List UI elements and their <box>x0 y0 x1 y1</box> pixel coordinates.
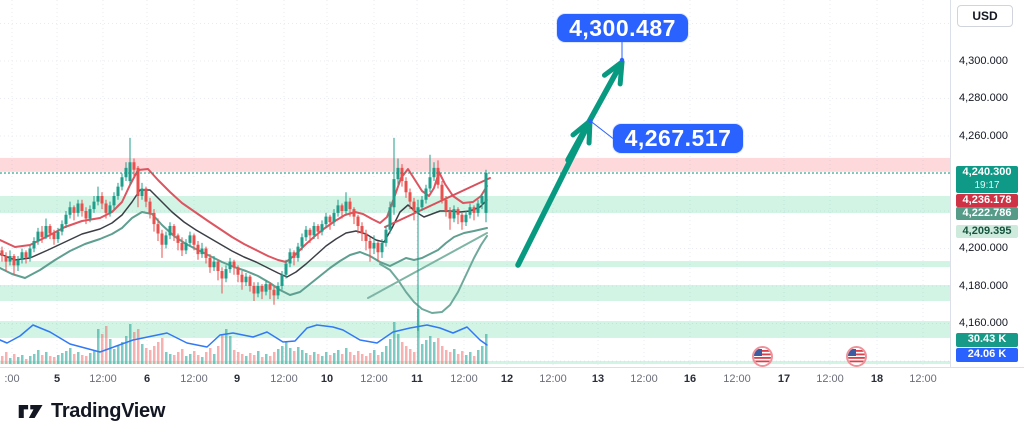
time-axis-label: 6 <box>143 373 151 385</box>
price-target-callout-mid[interactable]: 4,267.517 <box>613 124 743 153</box>
price-chart-canvas[interactable] <box>0 0 950 367</box>
time-axis-label: 10 <box>320 373 334 385</box>
time-axis-label: 12:00 <box>360 373 388 385</box>
time-axis-label: 11 <box>411 373 423 385</box>
price-axis-label: 4,300.000 <box>959 55 1008 67</box>
time-axis-label: 17 <box>777 373 791 385</box>
time-axis-label: 12:00 <box>909 373 937 385</box>
tradingview-attribution[interactable]: TradingView <box>18 400 165 423</box>
price-target-mid-value: 4,267.517 <box>624 125 732 151</box>
price-axis-label: 4,160.000 <box>959 317 1008 329</box>
us-flag-event-icon[interactable] <box>752 346 773 367</box>
time-axis-label: 18 <box>870 373 884 385</box>
volume-ma-line <box>0 324 488 353</box>
price-axis[interactable]: USD 4,300.000 4,280.000 4,260.000 4,200.000… <box>950 0 1024 367</box>
time-axis-label: 12:00 <box>539 373 567 385</box>
tradingview-brand-text: TradingView <box>51 400 166 422</box>
time-axis-label: 13 <box>591 373 605 385</box>
time-axis[interactable]: :00 5 12:00 6 12:00 9 12:00 10 12:00 11 12:00 12 12:… <box>0 367 1024 392</box>
price-axis-label: 4,260.000 <box>959 130 1008 142</box>
time-axis-label: 12 <box>500 373 514 385</box>
time-axis-label: 16 <box>683 373 697 385</box>
volume-bars <box>1 309 488 364</box>
time-axis-label: 12:00 <box>723 373 751 385</box>
time-axis-label: 5 <box>53 373 61 385</box>
price-tag: 30.43 K <box>956 333 1018 347</box>
price-tag: 24.06 K <box>956 348 1018 362</box>
time-axis-label: 12:00 <box>816 373 844 385</box>
tradingview-logo-icon <box>18 405 43 418</box>
callout-connectors <box>588 42 625 139</box>
anchor-dot <box>588 118 593 124</box>
price-tag: 4,222.786 <box>956 207 1018 220</box>
chart-plot-area[interactable]: 4,300.487 4,267.517 <box>0 0 950 367</box>
time-axis-label: 12:00 <box>630 373 658 385</box>
price-tag: 4,236.178 <box>956 194 1018 207</box>
currency-button[interactable]: USD <box>957 5 1013 27</box>
price-zones <box>0 157 950 364</box>
time-axis-label: 9 <box>233 373 241 385</box>
time-axis-label: :00 <box>4 373 20 385</box>
price-tag: 4,209.395 <box>956 225 1018 238</box>
price-tag: 4,240.300 19:17 <box>956 166 1018 193</box>
price-axis-label: 4,180.000 <box>959 280 1008 292</box>
time-axis-label: 12:00 <box>450 373 478 385</box>
price-axis-label: 4,280.000 <box>959 92 1008 104</box>
trend-arrows <box>515 59 625 268</box>
price-target-high-value: 4,300.487 <box>569 14 676 41</box>
candlestick-series <box>0 137 488 331</box>
time-axis-label: 12:00 <box>180 373 208 385</box>
us-flag-event-icon[interactable] <box>846 346 867 367</box>
anchor-dot <box>619 57 625 63</box>
time-axis-label: 12:00 <box>89 373 117 385</box>
time-axis-label: 12:00 <box>270 373 298 385</box>
price-target-callout-high[interactable]: 4,300.487 <box>557 14 688 42</box>
price-axis-label: 4,200.000 <box>959 242 1008 254</box>
